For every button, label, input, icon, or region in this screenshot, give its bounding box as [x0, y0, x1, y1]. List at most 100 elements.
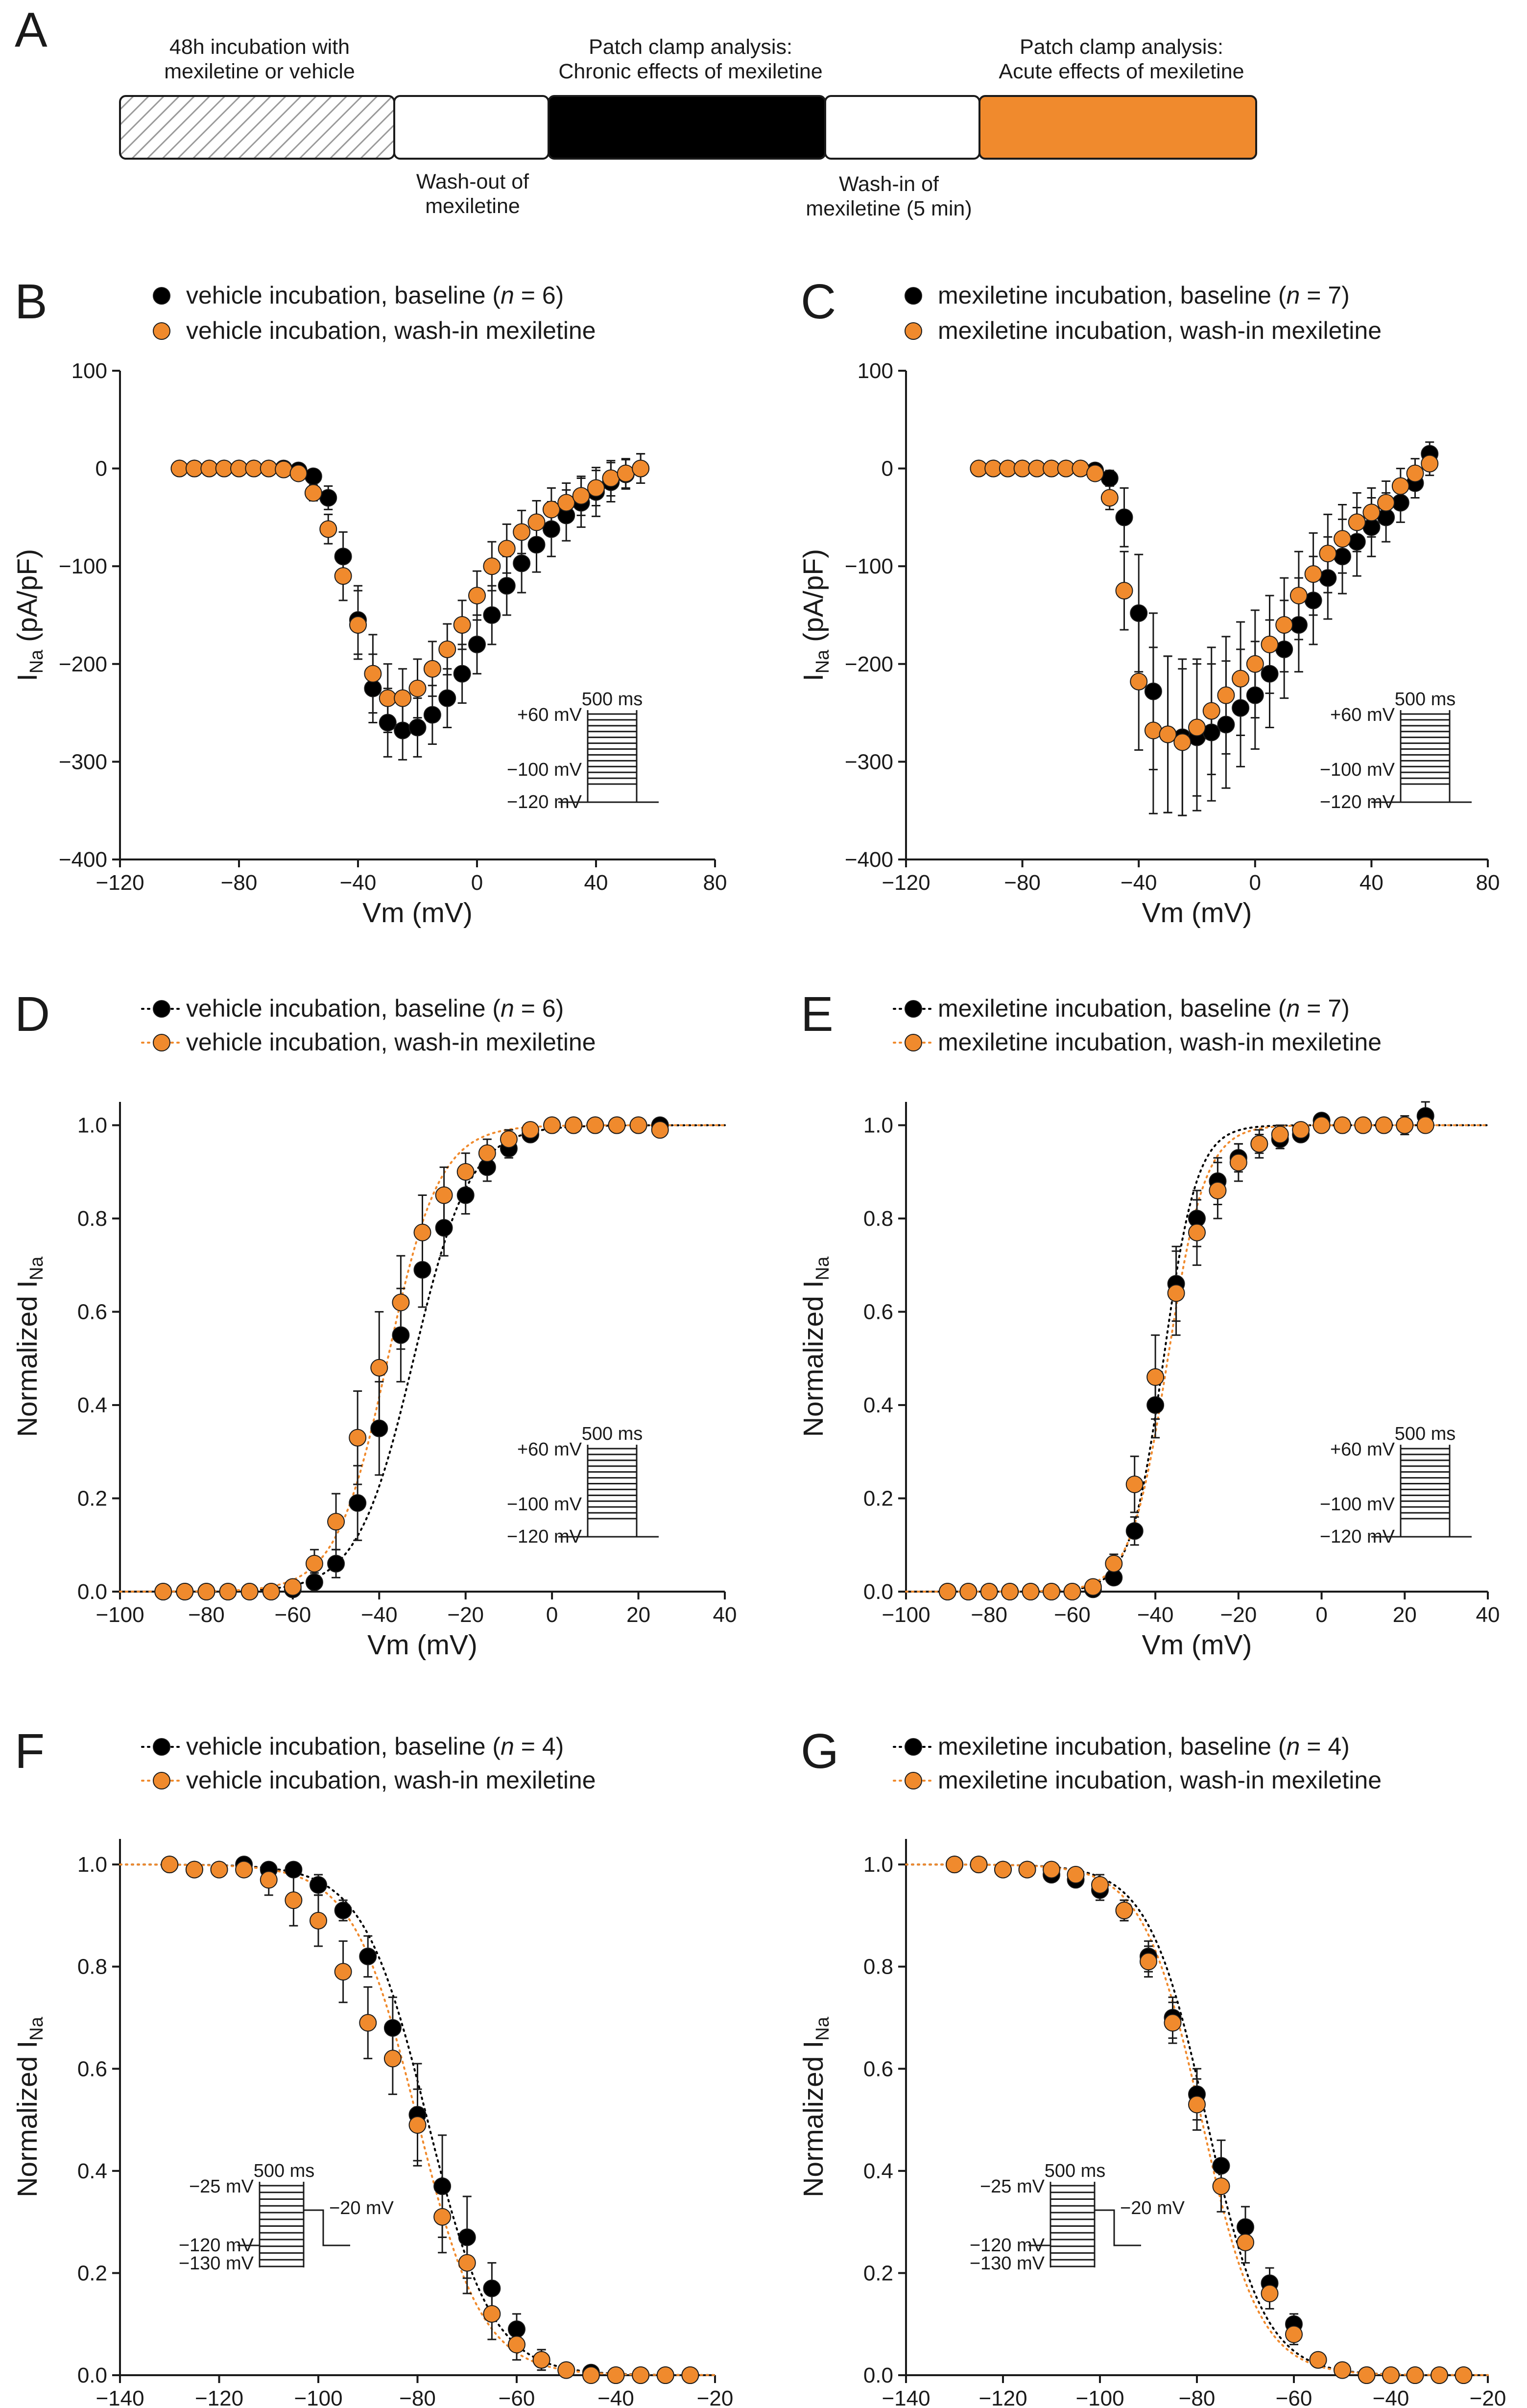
data-point-wash — [629, 1116, 647, 1134]
data-point-wash — [522, 1121, 540, 1139]
legend-marker-wash — [905, 1034, 922, 1051]
data-point-wash — [1229, 1153, 1247, 1171]
data-point-wash — [197, 1583, 215, 1600]
data-point-wash — [607, 2366, 625, 2384]
protocol-duration-label: 500 ms — [582, 1424, 643, 1444]
data-point-wash — [513, 523, 531, 541]
legend-label-baseline: mexiletine incubation, baseline (n = 4) — [938, 1733, 1350, 1760]
data-point-wash — [1455, 2366, 1473, 2384]
y-tick-label: 0.8 — [77, 1207, 107, 1231]
data-point-wash — [1431, 2366, 1448, 2384]
panel-label-f: F — [15, 1724, 45, 1779]
legend-label-wash: vehicle incubation, wash-in mexiletine — [186, 317, 596, 344]
data-point-wash — [1406, 464, 1424, 482]
data-point-wash — [349, 1429, 367, 1447]
data-point-wash — [557, 494, 575, 512]
data-point-wash — [215, 459, 233, 477]
data-point-wash — [1159, 725, 1177, 743]
protocol-top-voltage: +60 mV — [517, 705, 582, 725]
data-point-wash — [938, 1583, 956, 1600]
y-tick-label: 0.4 — [77, 1393, 107, 1417]
data-point-wash — [1188, 718, 1206, 737]
data-point-wash — [161, 1856, 179, 1874]
data-point-wash — [617, 464, 635, 482]
y-tick-label: −300 — [59, 750, 107, 774]
y-tick-label: 1.0 — [77, 1853, 107, 1877]
data-point-baseline — [364, 679, 382, 697]
y-tick-label: 0.2 — [77, 1487, 107, 1511]
protocol-duration-label: 500 ms — [582, 689, 643, 710]
data-point-wash — [1173, 733, 1192, 751]
data-point-wash — [1232, 669, 1250, 688]
x-tick-label: −80 — [221, 871, 258, 895]
y-tick-label: 0.2 — [77, 2261, 107, 2285]
data-point-wash — [284, 1578, 302, 1596]
data-point-baseline — [1261, 665, 1279, 683]
x-tick-label: −20 — [697, 2386, 734, 2408]
protocol-holding-voltage: −120 mV — [179, 2235, 254, 2256]
data-point-wash — [1319, 545, 1337, 563]
data-point-wash — [458, 2254, 476, 2272]
y-tick-label: 0.4 — [863, 1393, 893, 1417]
legend-label-wash: mexiletine incubation, wash-in mexiletin… — [938, 1028, 1382, 1056]
timeline-block-acute — [978, 95, 1257, 160]
x-tick-label: −80 — [399, 2386, 436, 2408]
data-point-wash — [543, 1116, 561, 1134]
data-point-wash — [1375, 1116, 1393, 1134]
data-point-wash — [170, 459, 189, 477]
data-point-wash — [1022, 1583, 1040, 1600]
data-point-baseline — [285, 1860, 303, 1879]
data-point-wash — [651, 1121, 669, 1139]
protocol-duration-label: 500 ms — [254, 2161, 315, 2181]
x-tick-label: −20 — [1220, 1603, 1257, 1627]
data-point-wash — [1416, 1116, 1434, 1134]
data-point-baseline — [1319, 569, 1337, 587]
timeline-text-washin-1: Wash-in of — [839, 172, 939, 196]
y-tick-label: 0.4 — [77, 2159, 107, 2183]
voltage-protocol-f: 500 ms−25 mV −20 mV −120 mV−130 mV — [179, 2161, 394, 2274]
x-tick-label: −120 — [882, 871, 930, 895]
data-point-wash — [1421, 454, 1439, 473]
x-tick-label: −120 — [95, 871, 144, 895]
protocol-mid-voltage: −100 mV — [507, 1494, 582, 1515]
legend-label-baseline: mexiletine incubation, baseline (n = 7) — [938, 995, 1350, 1022]
data-point-baseline — [423, 706, 441, 724]
timeline-text-acute-2: Acute effects of mexiletine — [999, 60, 1244, 83]
data-point-baseline — [1334, 548, 1351, 566]
data-point-wash — [185, 1860, 203, 1879]
data-point-wash — [392, 1293, 410, 1311]
data-point-wash — [532, 2351, 550, 2369]
data-point-wash — [370, 1359, 388, 1377]
data-point-wash — [1285, 2325, 1303, 2343]
protocol-mid-voltage: −100 mV — [1320, 1494, 1395, 1515]
x-tick-label: −100 — [294, 2386, 342, 2408]
y-tick-label: 0.8 — [863, 1955, 893, 1979]
data-point-wash — [1406, 2366, 1424, 2384]
data-point-wash — [483, 557, 501, 575]
timeline-block-washin — [824, 95, 980, 160]
data-point-baseline — [359, 1947, 377, 1965]
data-point-baseline — [527, 536, 546, 554]
protocol-duration-label: 500 ms — [1395, 689, 1456, 710]
data-point-wash — [408, 2116, 427, 2134]
y-axis-label: Normalized INa — [12, 2016, 47, 2197]
y-tick-label: 0.2 — [863, 1487, 893, 1511]
y-tick-label: 0 — [882, 457, 893, 481]
x-tick-label: −40 — [340, 871, 377, 895]
data-point-baseline — [349, 1494, 367, 1512]
panel-label-c: C — [801, 274, 836, 329]
legend-marker-wash — [905, 1772, 922, 1789]
data-point-wash — [1312, 1116, 1331, 1134]
data-point-wash — [1334, 1116, 1351, 1134]
data-point-wash — [1164, 2014, 1182, 2032]
data-point-wash — [435, 1186, 453, 1204]
data-point-wash — [632, 2366, 650, 2384]
data-point-baseline — [1144, 682, 1162, 700]
y-tick-label: 100 — [72, 359, 107, 383]
voltage-protocol-e: 500 ms+60 mV −100 mV −120 mV — [1320, 1424, 1472, 1547]
timeline-text-washout-2: mexiletine — [425, 194, 520, 218]
data-point-wash — [210, 1860, 228, 1879]
timeline-text-incubation-2: mexiletine or vehicle — [164, 60, 355, 83]
data-point-wash — [185, 459, 203, 477]
legend-marker-baseline — [905, 1000, 922, 1018]
